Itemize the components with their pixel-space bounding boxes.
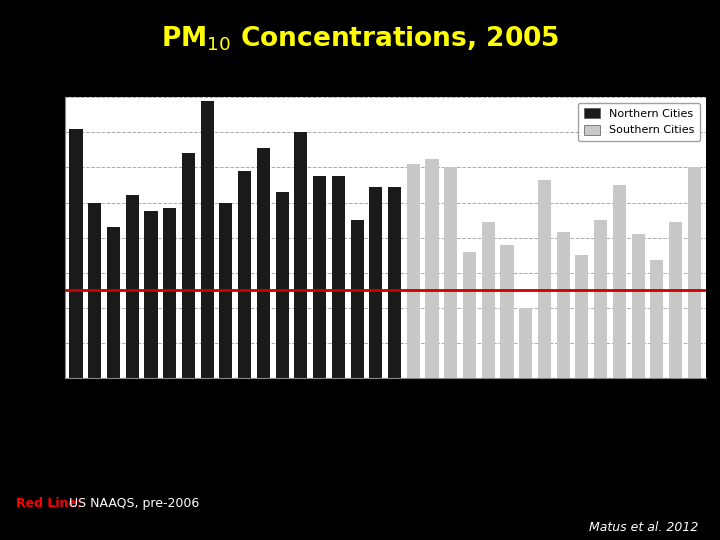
Bar: [351, 220, 364, 378]
Bar: [519, 308, 532, 378]
Bar: [163, 208, 176, 378]
Bar: [463, 252, 476, 378]
Bar: [444, 167, 457, 378]
Bar: [182, 153, 195, 378]
Bar: [238, 171, 251, 378]
Bar: [294, 132, 307, 378]
Bar: [688, 167, 701, 378]
Bar: [669, 222, 682, 378]
Bar: [557, 232, 570, 378]
Bar: [594, 220, 607, 378]
Text: PM$_{10}$ Concentrations, 2005: PM$_{10}$ Concentrations, 2005: [161, 24, 559, 53]
Text: Matus et al. 2012: Matus et al. 2012: [589, 521, 698, 534]
Bar: [407, 164, 420, 378]
Bar: [482, 222, 495, 378]
Bar: [70, 129, 83, 378]
Bar: [220, 202, 233, 378]
Bar: [650, 260, 663, 378]
Bar: [126, 195, 139, 378]
Bar: [575, 255, 588, 378]
Bar: [388, 187, 401, 378]
Bar: [538, 180, 551, 378]
Text: Red Line:: Red Line:: [16, 497, 81, 510]
Y-axis label: Annual Mean Concentration Level (μg/m³): Annual Mean Concentration Level (μg/m³): [24, 120, 35, 355]
Bar: [313, 176, 326, 378]
Bar: [369, 187, 382, 378]
Bar: [631, 234, 644, 378]
Bar: [257, 148, 270, 378]
Bar: [201, 100, 214, 378]
Bar: [276, 192, 289, 378]
Bar: [332, 176, 345, 378]
Bar: [613, 185, 626, 378]
Bar: [426, 159, 438, 378]
Legend: Northern Cities, Southern Cities: Northern Cities, Southern Cities: [578, 103, 700, 141]
Text: US NAAQS, pre-2006: US NAAQS, pre-2006: [65, 497, 199, 510]
Bar: [107, 227, 120, 378]
Bar: [500, 245, 513, 378]
Bar: [145, 211, 158, 378]
Bar: [89, 202, 102, 378]
